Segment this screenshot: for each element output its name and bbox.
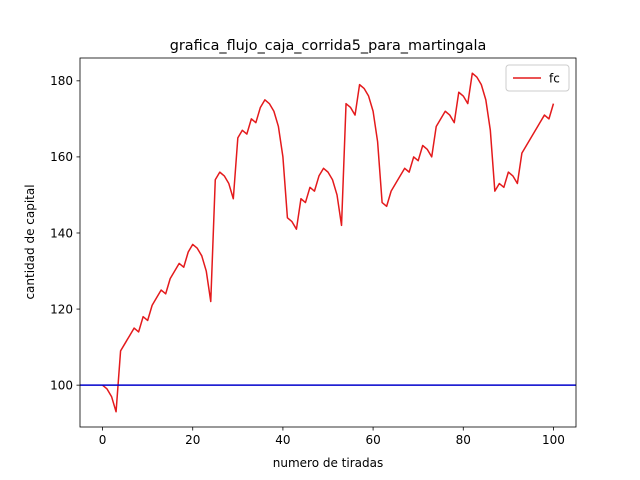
legend: fc — [505, 64, 570, 92]
y-tick-label: 100 — [50, 378, 73, 392]
legend-label: fc — [549, 71, 560, 85]
y-axis-label: cantidad de capital — [23, 184, 37, 299]
series-line-0 — [102, 72, 555, 413]
y-tick-label: 160 — [50, 150, 73, 164]
x-tick-label: 0 — [99, 433, 107, 447]
plot-area — [80, 72, 576, 413]
plot-frame — [79, 57, 577, 428]
x-tick-label: 80 — [456, 433, 471, 447]
x-axis-label: numero de tiradas — [273, 456, 383, 470]
y-tick-label: 120 — [50, 302, 73, 316]
axes: 0 20 40 60 80 100 100 120 140 160 180 — [50, 57, 577, 447]
x-tick-label: 100 — [542, 433, 565, 447]
x-tick-label: 60 — [365, 433, 380, 447]
plot-marks — [80, 72, 576, 413]
y-tick-label: 180 — [50, 74, 73, 88]
y-tick-label: 140 — [50, 226, 73, 240]
x-tick-label: 40 — [275, 433, 290, 447]
x-tick-label: 20 — [185, 433, 200, 447]
chart-title: grafica_flujo_caja_corrida5_para_marting… — [170, 38, 487, 54]
